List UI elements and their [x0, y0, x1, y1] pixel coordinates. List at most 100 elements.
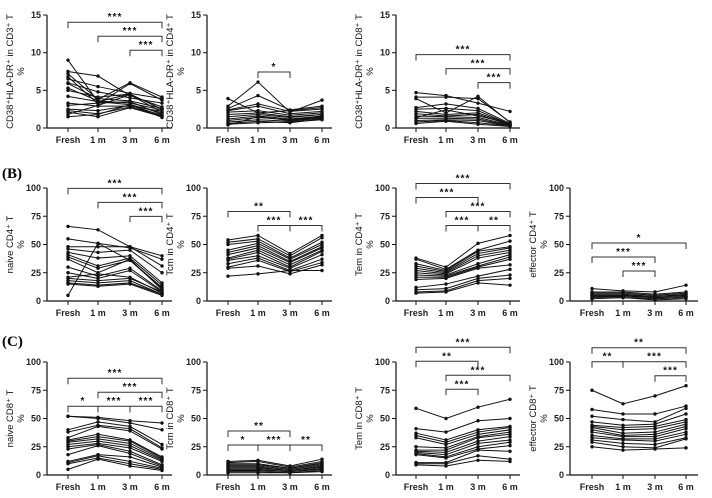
significance-label: ***	[632, 261, 647, 272]
y-tick-label: 75	[554, 211, 564, 221]
y-axis-unit: %	[176, 414, 187, 423]
data-point	[621, 402, 625, 406]
significance-bracket	[257, 71, 291, 79]
series-line	[415, 92, 511, 112]
series-line	[415, 107, 511, 125]
data-point	[508, 449, 512, 453]
significance-label: **	[442, 351, 452, 362]
significance-bracket	[415, 360, 479, 368]
data-point	[66, 237, 70, 241]
y-tick-label: 10	[191, 48, 201, 58]
x-tick-label: 1 m	[438, 308, 454, 318]
data-point	[128, 446, 132, 450]
data-point	[256, 471, 260, 475]
series-line	[67, 101, 163, 115]
x-tick-label: 1 m	[438, 135, 454, 145]
series-line	[227, 110, 323, 116]
data-point	[128, 464, 132, 468]
x-tick-label: Fresh	[404, 482, 429, 492]
data-point	[96, 250, 100, 255]
y-axis-unit: %	[365, 414, 376, 423]
y-tick-label: 25	[554, 442, 564, 452]
series-line	[67, 242, 163, 296]
significance-bracket	[67, 187, 163, 195]
series-line	[67, 238, 163, 260]
data-point	[160, 254, 164, 258]
data-point	[66, 452, 70, 457]
series-line	[415, 249, 511, 274]
data-point	[476, 419, 480, 423]
data-point	[256, 233, 260, 238]
series-line	[415, 268, 511, 288]
data-point	[414, 436, 418, 440]
y-tick-label: 100	[375, 357, 390, 367]
data-point	[160, 264, 164, 268]
y-tick-label: 50	[31, 414, 41, 424]
data-point	[66, 103, 70, 108]
x-tick-label: 3 m	[647, 308, 663, 318]
data-point	[653, 412, 657, 416]
y-tick-label: 15	[31, 10, 41, 20]
series-line	[227, 460, 323, 468]
series-line	[415, 251, 511, 275]
data-point	[256, 115, 260, 119]
significance-label: **	[254, 201, 264, 212]
data-point	[444, 416, 448, 421]
data-point	[128, 268, 132, 273]
series-line	[67, 280, 163, 295]
data-point	[66, 94, 70, 99]
data-point	[444, 456, 448, 460]
data-point	[160, 442, 164, 447]
series-line	[67, 424, 163, 449]
data-point	[226, 266, 230, 270]
series-line	[227, 458, 323, 467]
y-tick-label: 100	[549, 357, 564, 367]
data-point	[128, 421, 132, 425]
chart-a1: 0 5 10 15 Fresh 1 m 3 m 6 m CD38⁺HLA-DR⁺ in CD3⁺…	[5, 10, 172, 145]
data-point	[414, 291, 418, 295]
x-tick-label: 6 m	[502, 135, 518, 145]
series-line	[592, 291, 687, 295]
y-tick-label: 100	[186, 357, 201, 367]
data-point	[444, 276, 448, 281]
data-point	[320, 263, 324, 267]
data-point	[226, 258, 230, 263]
series-line	[416, 433, 511, 451]
data-point	[226, 96, 230, 101]
data-point	[160, 271, 164, 275]
significance-label: *	[272, 62, 277, 73]
data-point	[621, 412, 625, 416]
y-tick-label: 50	[191, 414, 201, 424]
x-tick-label: Fresh	[216, 482, 241, 492]
x-tick-label: 3 m	[470, 308, 486, 318]
significance-bracket	[654, 375, 687, 382]
series-line	[227, 247, 323, 264]
data-point	[96, 245, 100, 249]
data-point	[590, 420, 594, 424]
data-point	[96, 90, 100, 94]
y-tick-label: 0	[559, 296, 564, 306]
data-point	[508, 233, 512, 238]
y-axis-label: effector CD4⁺ T	[528, 211, 539, 278]
data-point	[96, 424, 100, 429]
x-tick-label: 6 m	[314, 135, 330, 145]
data-point	[226, 123, 230, 127]
chart-b3: 0 25 50 75 100 Fresh 1 m 3 m 6 m Tem in CD4⁺ T % **…	[354, 173, 520, 318]
data-point	[320, 249, 324, 253]
data-point	[128, 451, 132, 456]
data-point	[66, 271, 70, 275]
data-point	[508, 276, 512, 281]
y-tick-label: 0	[385, 296, 390, 306]
series-line	[416, 96, 511, 123]
significance-label: ***	[108, 12, 123, 23]
data-point	[476, 458, 480, 463]
y-tick-label: 50	[380, 414, 390, 424]
significance-label: ***	[139, 396, 154, 407]
data-point	[256, 104, 260, 108]
data-point	[66, 72, 70, 76]
series-line	[67, 415, 163, 431]
data-point	[96, 420, 100, 424]
series-line	[591, 437, 687, 445]
series-line	[67, 89, 163, 110]
y-axis-unit: %	[176, 67, 187, 76]
